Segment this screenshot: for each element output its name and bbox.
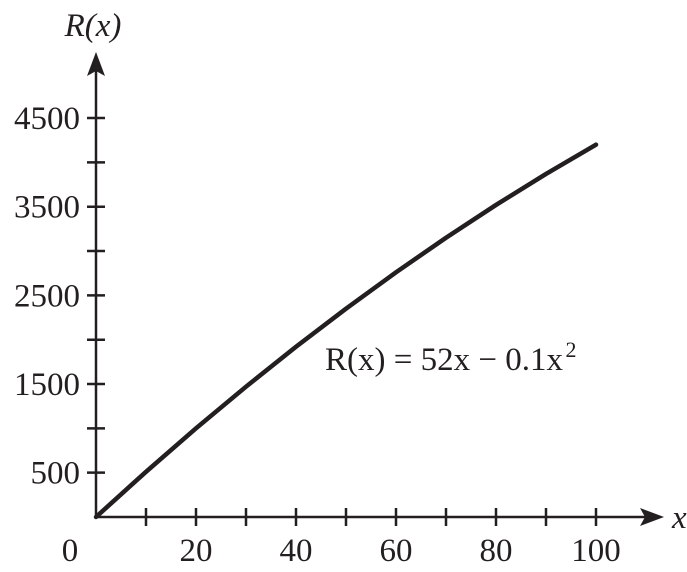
annotation: R(x) = 52x − 0.1x bbox=[325, 342, 563, 378]
x-tick-label: 100 bbox=[571, 533, 621, 569]
y-tick-label: 500 bbox=[31, 456, 81, 492]
annotation-superscript: 2 bbox=[565, 337, 576, 362]
y-tick-label: 3500 bbox=[14, 190, 80, 226]
x-tick-label: 60 bbox=[380, 533, 413, 569]
x-tick-label: 80 bbox=[480, 533, 513, 569]
x-tick-label: 20 bbox=[180, 533, 213, 569]
y-axis-arrow bbox=[87, 52, 105, 76]
y-tick-label: 1500 bbox=[14, 367, 80, 403]
x-tick-label: 40 bbox=[280, 533, 313, 569]
x-tick-label: 0 bbox=[62, 533, 79, 569]
y-axis-label: R(x) bbox=[64, 8, 122, 44]
x-axis-label: x bbox=[671, 500, 687, 536]
y-tick-label: 4500 bbox=[14, 101, 80, 137]
x-axis-arrow bbox=[640, 508, 664, 526]
y-tick-label: 2500 bbox=[14, 278, 80, 314]
curve bbox=[93, 142, 599, 520]
